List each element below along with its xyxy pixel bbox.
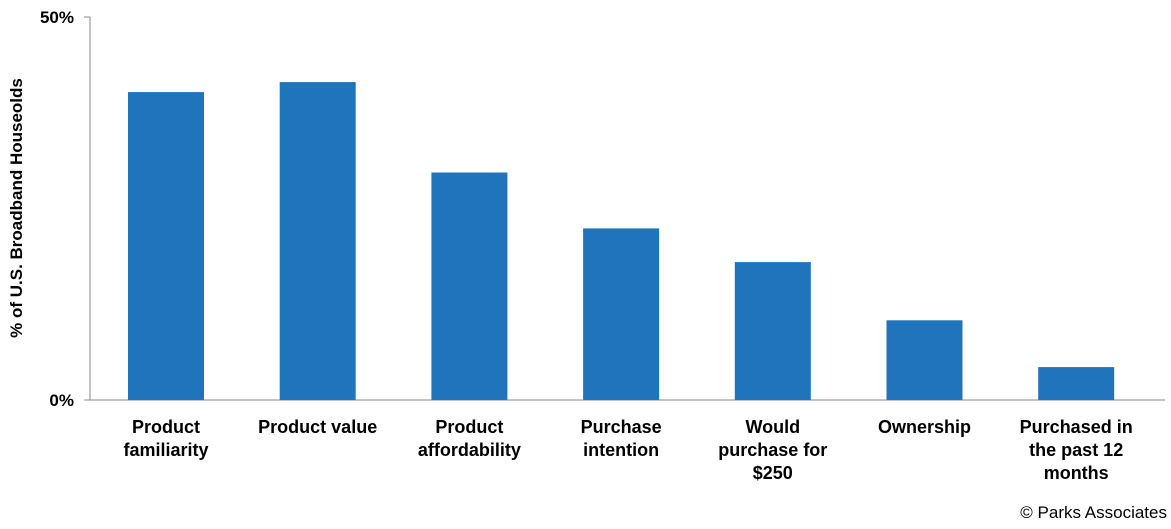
bar	[279, 82, 356, 400]
category-label: Would purchase for $250	[718, 417, 827, 483]
y-axis: 0% 50%	[40, 8, 91, 410]
y-axis-title: % of U.S. Broadband Houseolds	[7, 78, 26, 338]
category-label-line: Purchased in	[1020, 417, 1133, 437]
category-label: Purchase intention	[581, 417, 662, 460]
category-label-line: Would	[745, 417, 800, 437]
category-label: Product familiarity	[123, 417, 208, 460]
bar	[886, 320, 963, 400]
category-label-line: months	[1044, 463, 1109, 483]
category-label: Product affordability	[418, 417, 521, 460]
bar	[734, 262, 811, 400]
category-label-line: affordability	[418, 440, 521, 460]
bars	[128, 82, 1115, 400]
category-label-line: familiarity	[123, 440, 208, 460]
category-label-line: Product	[132, 417, 200, 437]
bar	[583, 228, 660, 400]
category-label-line: Product value	[258, 417, 377, 437]
source-credit: © Parks Associates	[1020, 503, 1167, 522]
category-label-line: Ownership	[878, 417, 971, 437]
y-axis-title-group: % of U.S. Broadband Houseolds	[7, 78, 26, 338]
y-tick-label: 0%	[49, 391, 74, 410]
category-label: Purchased in the past 12 months	[1020, 417, 1133, 483]
category-label-line: Product	[435, 417, 503, 437]
category-labels: Product familiarity Product value Product af…	[123, 417, 1132, 483]
bar	[431, 172, 508, 400]
category-label-line: the past 12	[1029, 440, 1123, 460]
y-tick-label: 50%	[40, 8, 74, 27]
bar	[1038, 367, 1115, 400]
category-label: Product value	[258, 417, 377, 437]
category-label: Ownership	[878, 417, 971, 437]
category-label-line: $250	[753, 463, 793, 483]
bar	[128, 92, 204, 400]
category-label-line: purchase for	[718, 440, 827, 460]
category-label-line: intention	[583, 440, 659, 460]
category-label-line: Purchase	[581, 417, 662, 437]
